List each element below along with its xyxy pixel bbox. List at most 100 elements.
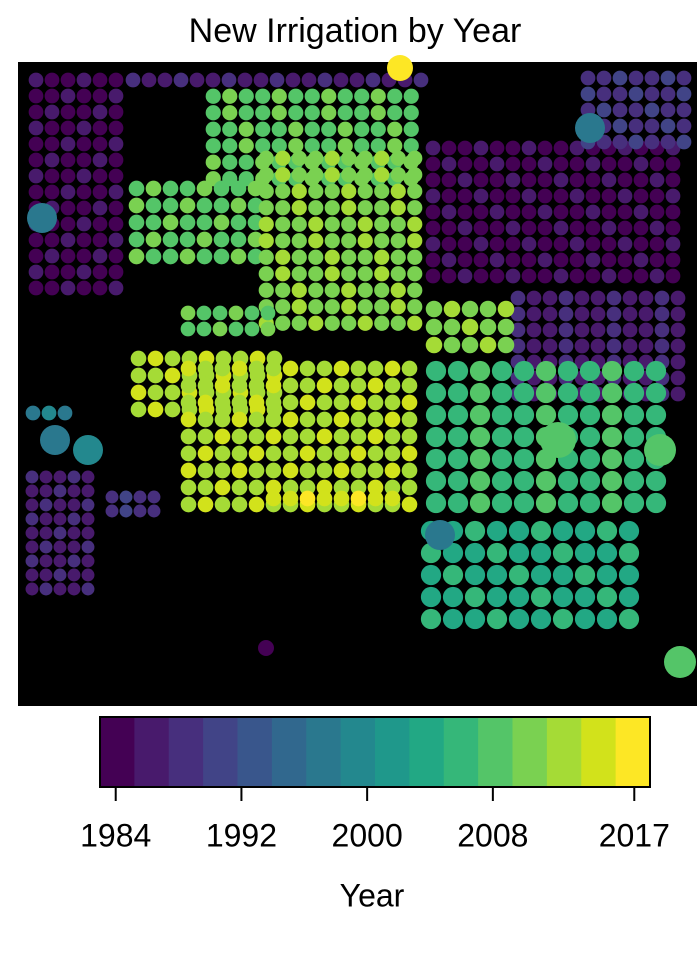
- field: [374, 167, 390, 183]
- field: [401, 360, 418, 377]
- field: [205, 72, 221, 88]
- field: [530, 520, 552, 542]
- colorbar-label: Year: [340, 877, 405, 913]
- field: [441, 252, 457, 268]
- field: [41, 405, 57, 421]
- field: [231, 496, 248, 513]
- field: [521, 188, 537, 204]
- field: [457, 140, 473, 156]
- field: [28, 104, 44, 120]
- field: [39, 470, 53, 484]
- field: [230, 248, 247, 265]
- field: [60, 88, 76, 104]
- field: [370, 121, 386, 137]
- field: [291, 216, 307, 232]
- field: [357, 183, 373, 199]
- field: [425, 404, 447, 426]
- field: [552, 586, 574, 608]
- field: [214, 360, 231, 377]
- field: [291, 315, 307, 331]
- field: [145, 248, 162, 265]
- field: [141, 72, 157, 88]
- field: [231, 479, 248, 496]
- field: [623, 382, 645, 404]
- field: [341, 167, 357, 183]
- field: [205, 105, 221, 121]
- field: [125, 72, 141, 88]
- field: [275, 233, 291, 249]
- field: [401, 377, 418, 394]
- field: [665, 268, 681, 284]
- field: [147, 367, 164, 384]
- field: [367, 428, 384, 445]
- field: [425, 336, 443, 354]
- field: [521, 204, 537, 220]
- field: [39, 582, 53, 596]
- field: [291, 183, 307, 199]
- field: [130, 401, 147, 418]
- field: [542, 338, 558, 354]
- field: [265, 360, 282, 377]
- field: [491, 492, 513, 514]
- field: [401, 479, 418, 496]
- field: [324, 282, 340, 298]
- field: [606, 306, 622, 322]
- field: [197, 377, 214, 394]
- field: [628, 102, 644, 118]
- field: [665, 172, 681, 188]
- field: [282, 394, 299, 411]
- field: [535, 382, 557, 404]
- field: [489, 236, 505, 252]
- field: [552, 564, 574, 586]
- field: [60, 200, 76, 216]
- field: [489, 220, 505, 236]
- field: [76, 248, 92, 264]
- field: [67, 512, 81, 526]
- field: [665, 204, 681, 220]
- field: [537, 172, 553, 188]
- field: [557, 470, 579, 492]
- field: [660, 102, 676, 118]
- field: [601, 492, 623, 514]
- field: [67, 484, 81, 498]
- field: [601, 404, 623, 426]
- field: [649, 188, 665, 204]
- field: [354, 121, 370, 137]
- field: [299, 360, 316, 377]
- field: [473, 204, 489, 220]
- field: [526, 306, 542, 322]
- field: [665, 156, 681, 172]
- field: [231, 377, 248, 394]
- field: [558, 322, 574, 338]
- field: [457, 204, 473, 220]
- field: [108, 88, 124, 104]
- field: [39, 526, 53, 540]
- field: [275, 315, 291, 331]
- field: [213, 197, 230, 214]
- tick-label: 2000: [332, 817, 403, 853]
- field: [341, 233, 357, 249]
- field: [510, 306, 526, 322]
- field: [441, 220, 457, 236]
- field: [40, 425, 70, 455]
- field: [606, 290, 622, 306]
- field: [324, 233, 340, 249]
- field: [489, 252, 505, 268]
- field: [491, 448, 513, 470]
- field: [25, 512, 39, 526]
- field: [354, 105, 370, 121]
- field: [612, 70, 628, 86]
- field: [179, 180, 196, 197]
- colorbar-bin: [478, 717, 513, 787]
- field: [244, 305, 260, 321]
- field: [618, 520, 640, 542]
- field: [569, 172, 585, 188]
- field: [384, 360, 401, 377]
- field: [649, 268, 665, 284]
- field: [660, 134, 676, 150]
- field: [585, 172, 601, 188]
- field: [590, 306, 606, 322]
- field: [557, 382, 579, 404]
- field: [441, 172, 457, 188]
